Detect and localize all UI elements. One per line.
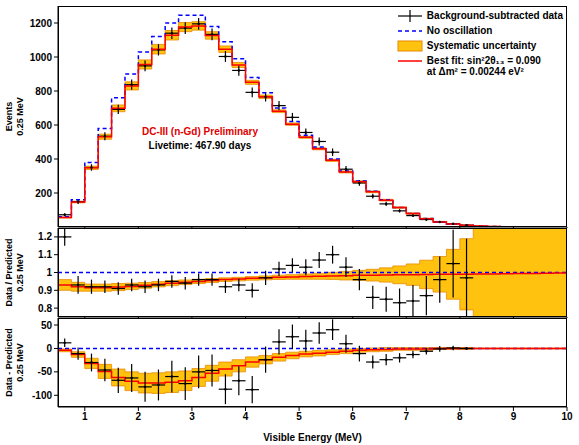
svg-text:5: 5 xyxy=(296,411,302,422)
html-text:No oscillation: No oscillation xyxy=(426,25,493,36)
html-text:at Δm² = 0.00244 eV²: at Δm² = 0.00244 eV² xyxy=(426,66,524,77)
svg-text:600: 600 xyxy=(35,120,52,131)
html-text:DC-III (n-Gd) Preliminary: DC-III (n-Gd) Preliminary xyxy=(141,126,259,137)
svg-text:-50: -50 xyxy=(38,366,53,377)
svg-text:8: 8 xyxy=(457,411,463,422)
svg-text:200: 200 xyxy=(35,188,52,199)
svg-text:10: 10 xyxy=(561,411,573,422)
svg-text:3: 3 xyxy=(189,411,195,422)
svg-text:800: 800 xyxy=(35,86,52,97)
html-text:Best fit: sin²2θ₁₃ = 0.090: Best fit: sin²2θ₁₃ = 0.090 xyxy=(426,55,541,66)
svg-text:1.2: 1.2 xyxy=(38,231,52,242)
svg-text:0.8: 0.8 xyxy=(38,303,52,314)
html-text:Background-subtracted data: Background-subtracted data xyxy=(426,10,563,21)
svg-text:-100: -100 xyxy=(32,390,52,401)
svg-text:Events: Events xyxy=(4,102,14,132)
svg-text:0.25 MeV: 0.25 MeV xyxy=(15,253,25,292)
svg-text:4: 4 xyxy=(243,411,249,422)
svg-text:1: 1 xyxy=(82,411,88,422)
svg-text:1000: 1000 xyxy=(30,52,53,63)
svg-text:1200: 1200 xyxy=(30,18,53,29)
html-text:Livetime: 467.90 days: Livetime: 467.90 days xyxy=(148,140,252,151)
svg-text:9: 9 xyxy=(511,411,517,422)
svg-text:0: 0 xyxy=(46,343,52,354)
svg-text:0.25 MeV: 0.25 MeV xyxy=(15,343,25,382)
svg-text:400: 400 xyxy=(35,154,52,165)
svg-text:2: 2 xyxy=(136,411,142,422)
svg-text:1.1: 1.1 xyxy=(38,249,52,260)
svg-text:50: 50 xyxy=(41,320,53,331)
svg-text:0.9: 0.9 xyxy=(38,285,52,296)
svg-text:7: 7 xyxy=(403,411,409,422)
svg-text:1: 1 xyxy=(46,267,52,278)
svg-text:6: 6 xyxy=(350,411,356,422)
svg-text:0.25 MeV: 0.25 MeV xyxy=(15,97,25,136)
html-text:Systematic uncertainty: Systematic uncertainty xyxy=(426,40,537,51)
svg-text:Data / Predicted: Data / Predicted xyxy=(4,238,14,306)
svg-text:Visible Energy (MeV): Visible Energy (MeV) xyxy=(263,432,362,443)
svg-text:Data - Predicted: Data - Predicted xyxy=(4,328,14,397)
